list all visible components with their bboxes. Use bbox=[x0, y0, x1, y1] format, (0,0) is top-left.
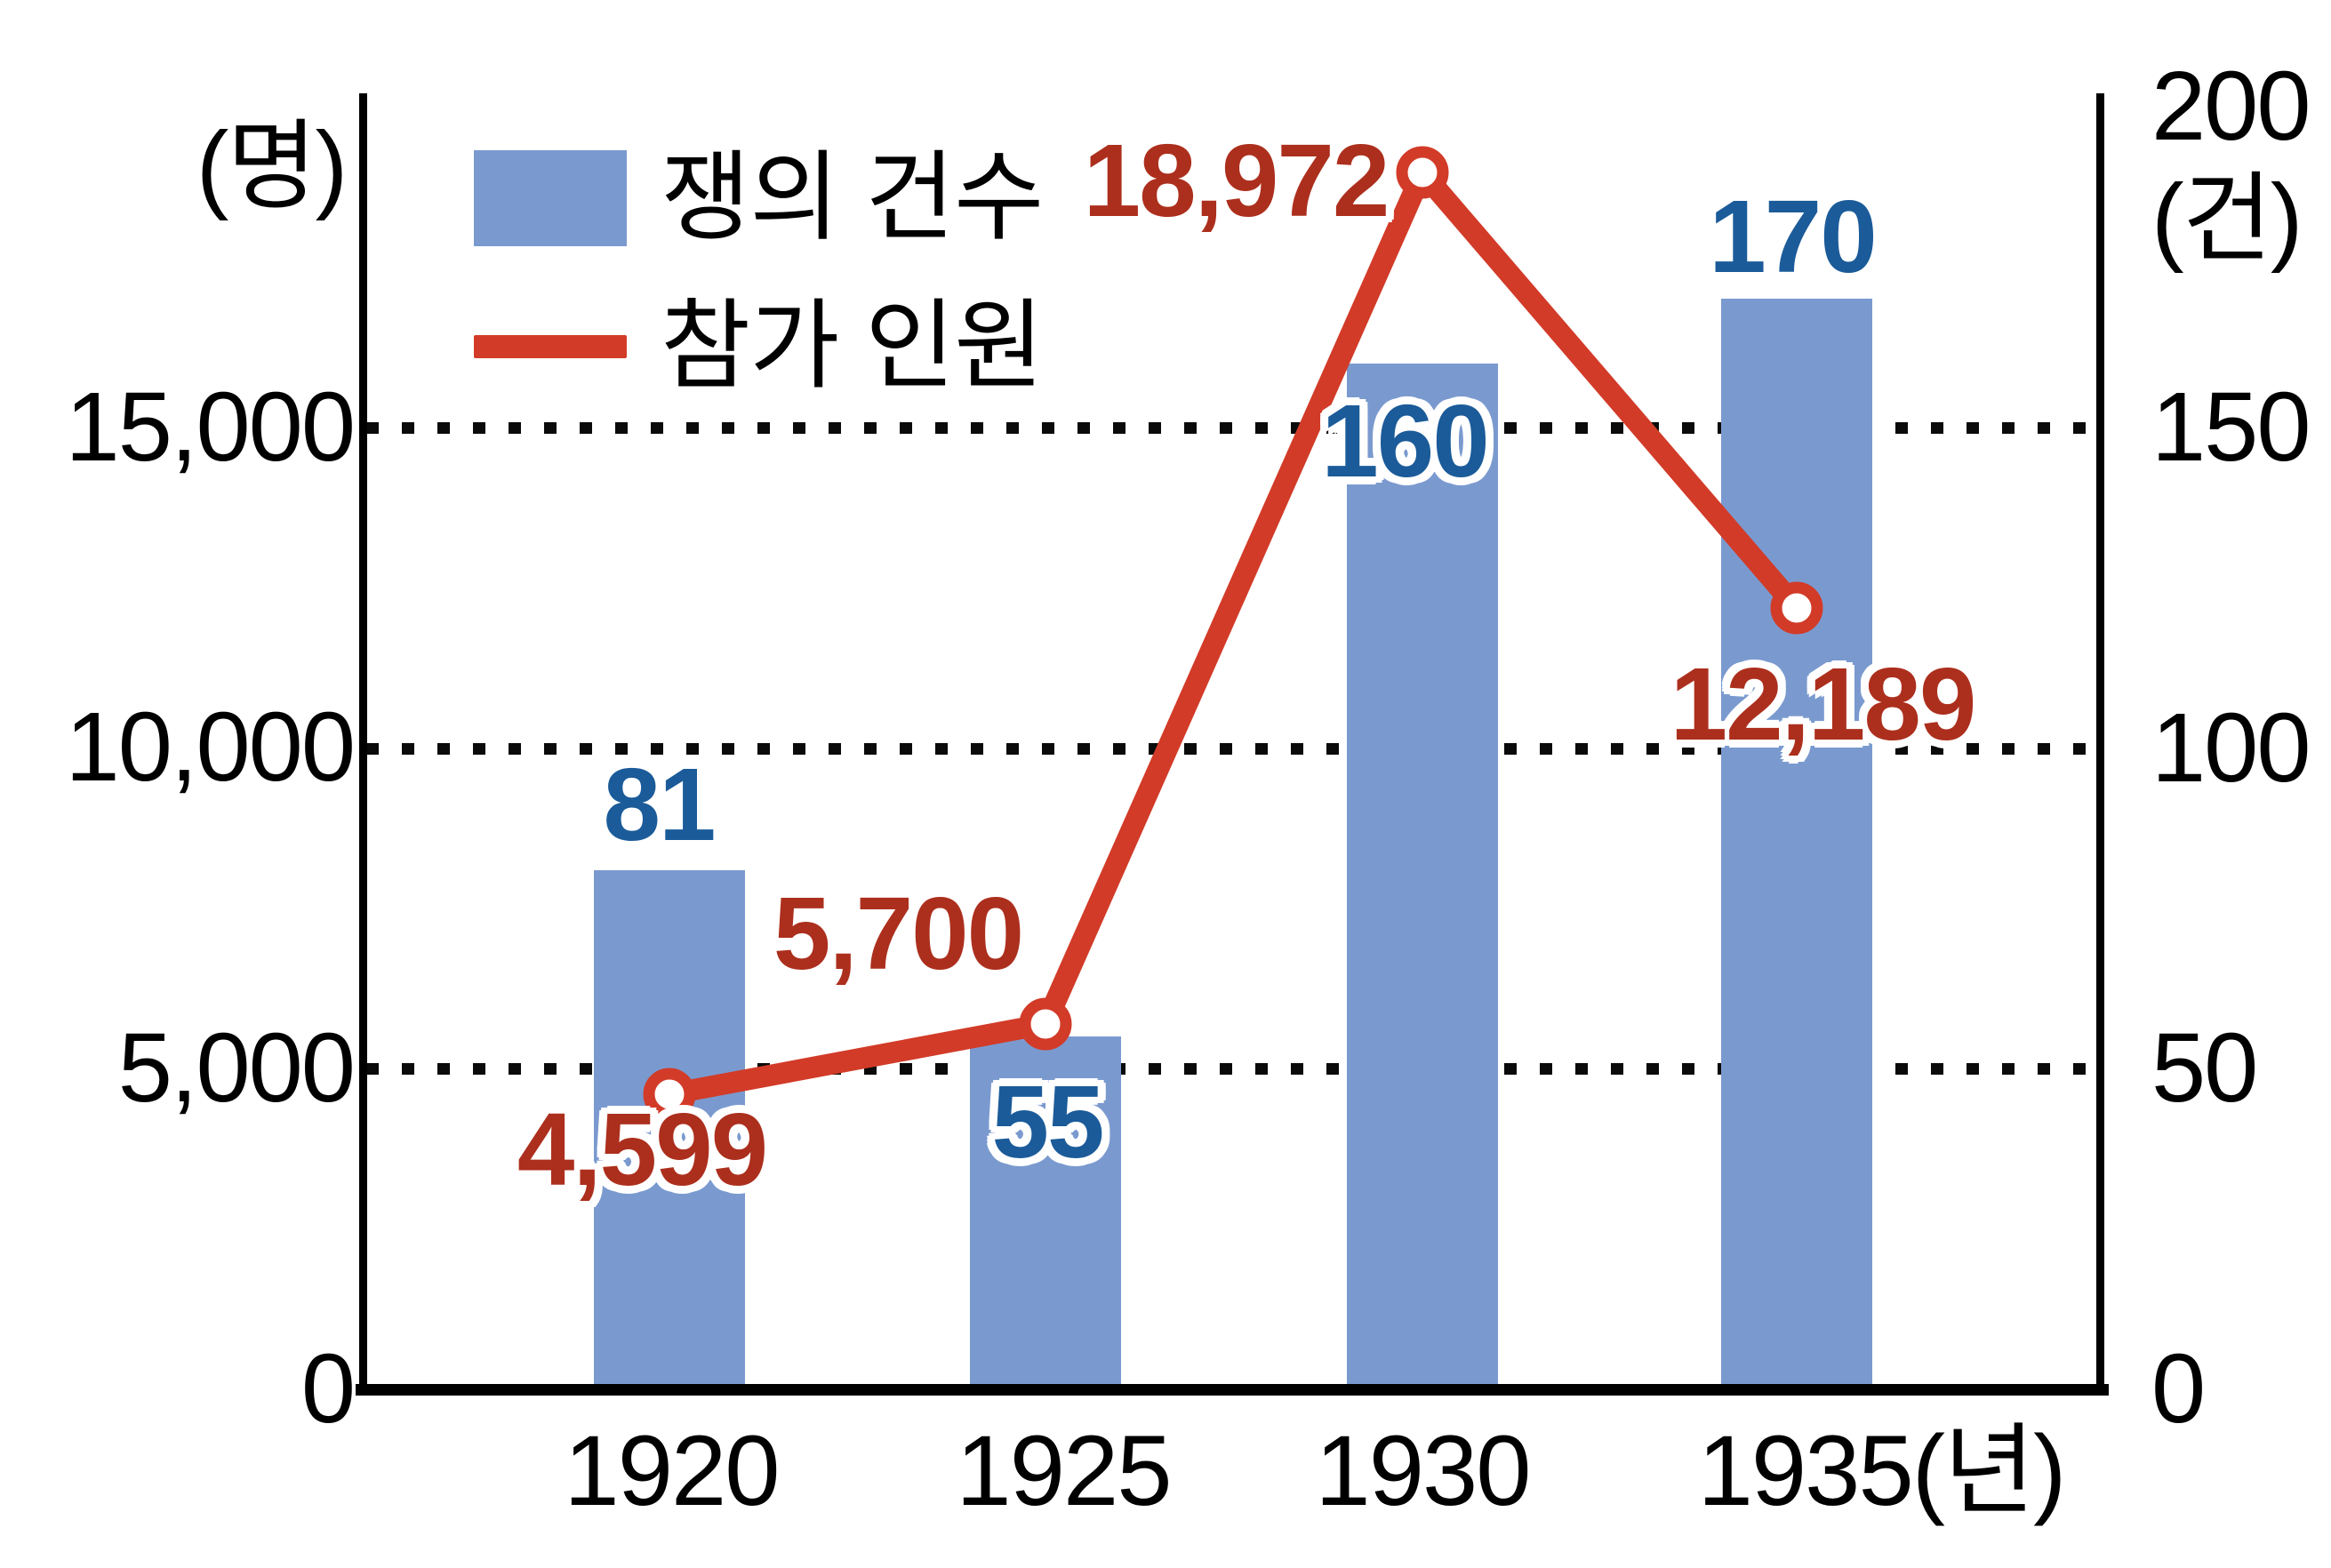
y-right-tick-100: 100 bbox=[2151, 693, 2311, 803]
bar-1930 bbox=[1347, 364, 1498, 1389]
y-axis-right-line bbox=[2096, 93, 2104, 1393]
x-tick-1930: 1930 bbox=[1315, 1415, 1531, 1526]
y-axis-left-line bbox=[359, 93, 367, 1393]
y-right-tick-200: 200 bbox=[2151, 52, 2311, 161]
legend-bar-swatch-icon bbox=[474, 150, 627, 246]
y-left-tick-15000: 15,000 bbox=[65, 372, 356, 482]
y-left-tick-5000: 5,000 bbox=[117, 1013, 356, 1123]
line-value-label-1935: 12,189 bbox=[1670, 646, 1977, 762]
gridline-150 bbox=[366, 422, 2100, 434]
gridline-100 bbox=[366, 743, 2100, 755]
bar-value-label-1930: 160 bbox=[1321, 383, 1490, 499]
line-value-label-1930: 18,972 bbox=[1083, 123, 1390, 238]
bar-1925 bbox=[970, 1036, 1121, 1389]
bar-value-label-1925: 55 bbox=[991, 1064, 1104, 1180]
y-right-unit-label: (건) bbox=[2151, 164, 2303, 274]
y-right-tick-0: 0 bbox=[2151, 1334, 2206, 1444]
bar-1935 bbox=[1721, 299, 1872, 1389]
y-left-tick-0: 0 bbox=[300, 1334, 356, 1444]
legend-label-participants: 참가 인원 bbox=[661, 292, 1044, 401]
y-right-tick-150: 150 bbox=[2151, 372, 2311, 482]
y-right-tick-50: 50 bbox=[2151, 1013, 2258, 1123]
legend-item-disputes: 쟁의 건수 bbox=[474, 143, 1044, 252]
line-point-1930 bbox=[1396, 146, 1449, 199]
x-axis-line bbox=[356, 1384, 2109, 1396]
bar-1920 bbox=[594, 870, 745, 1389]
y-left-tick-10000: 10,000 bbox=[65, 692, 356, 802]
bar-value-label-1920: 81 bbox=[603, 747, 716, 862]
line-point-1920 bbox=[643, 1068, 696, 1121]
line-value-label-1925: 5,700 bbox=[773, 876, 1024, 991]
participants-line bbox=[667, 162, 1806, 1105]
line-value-label-1920: 4,599 bbox=[517, 1092, 768, 1207]
x-tick-1920: 1920 bbox=[564, 1415, 780, 1526]
line-point-1935 bbox=[1770, 581, 1823, 635]
x-tick-1935: 1935(년) bbox=[1697, 1415, 2067, 1526]
y-left-unit-label: (명) bbox=[196, 112, 348, 221]
legend-item-participants: 참가 인원 bbox=[474, 292, 1044, 401]
line-point-1925 bbox=[1019, 997, 1072, 1051]
bar-value-label-1935: 170 bbox=[1709, 179, 1878, 294]
legend-label-disputes: 쟁의 건수 bbox=[661, 143, 1044, 252]
legend-line-swatch-icon bbox=[474, 335, 627, 358]
x-tick-1925: 1925 bbox=[956, 1415, 1172, 1526]
legend: 쟁의 건수 참가 인원 bbox=[474, 143, 1044, 401]
